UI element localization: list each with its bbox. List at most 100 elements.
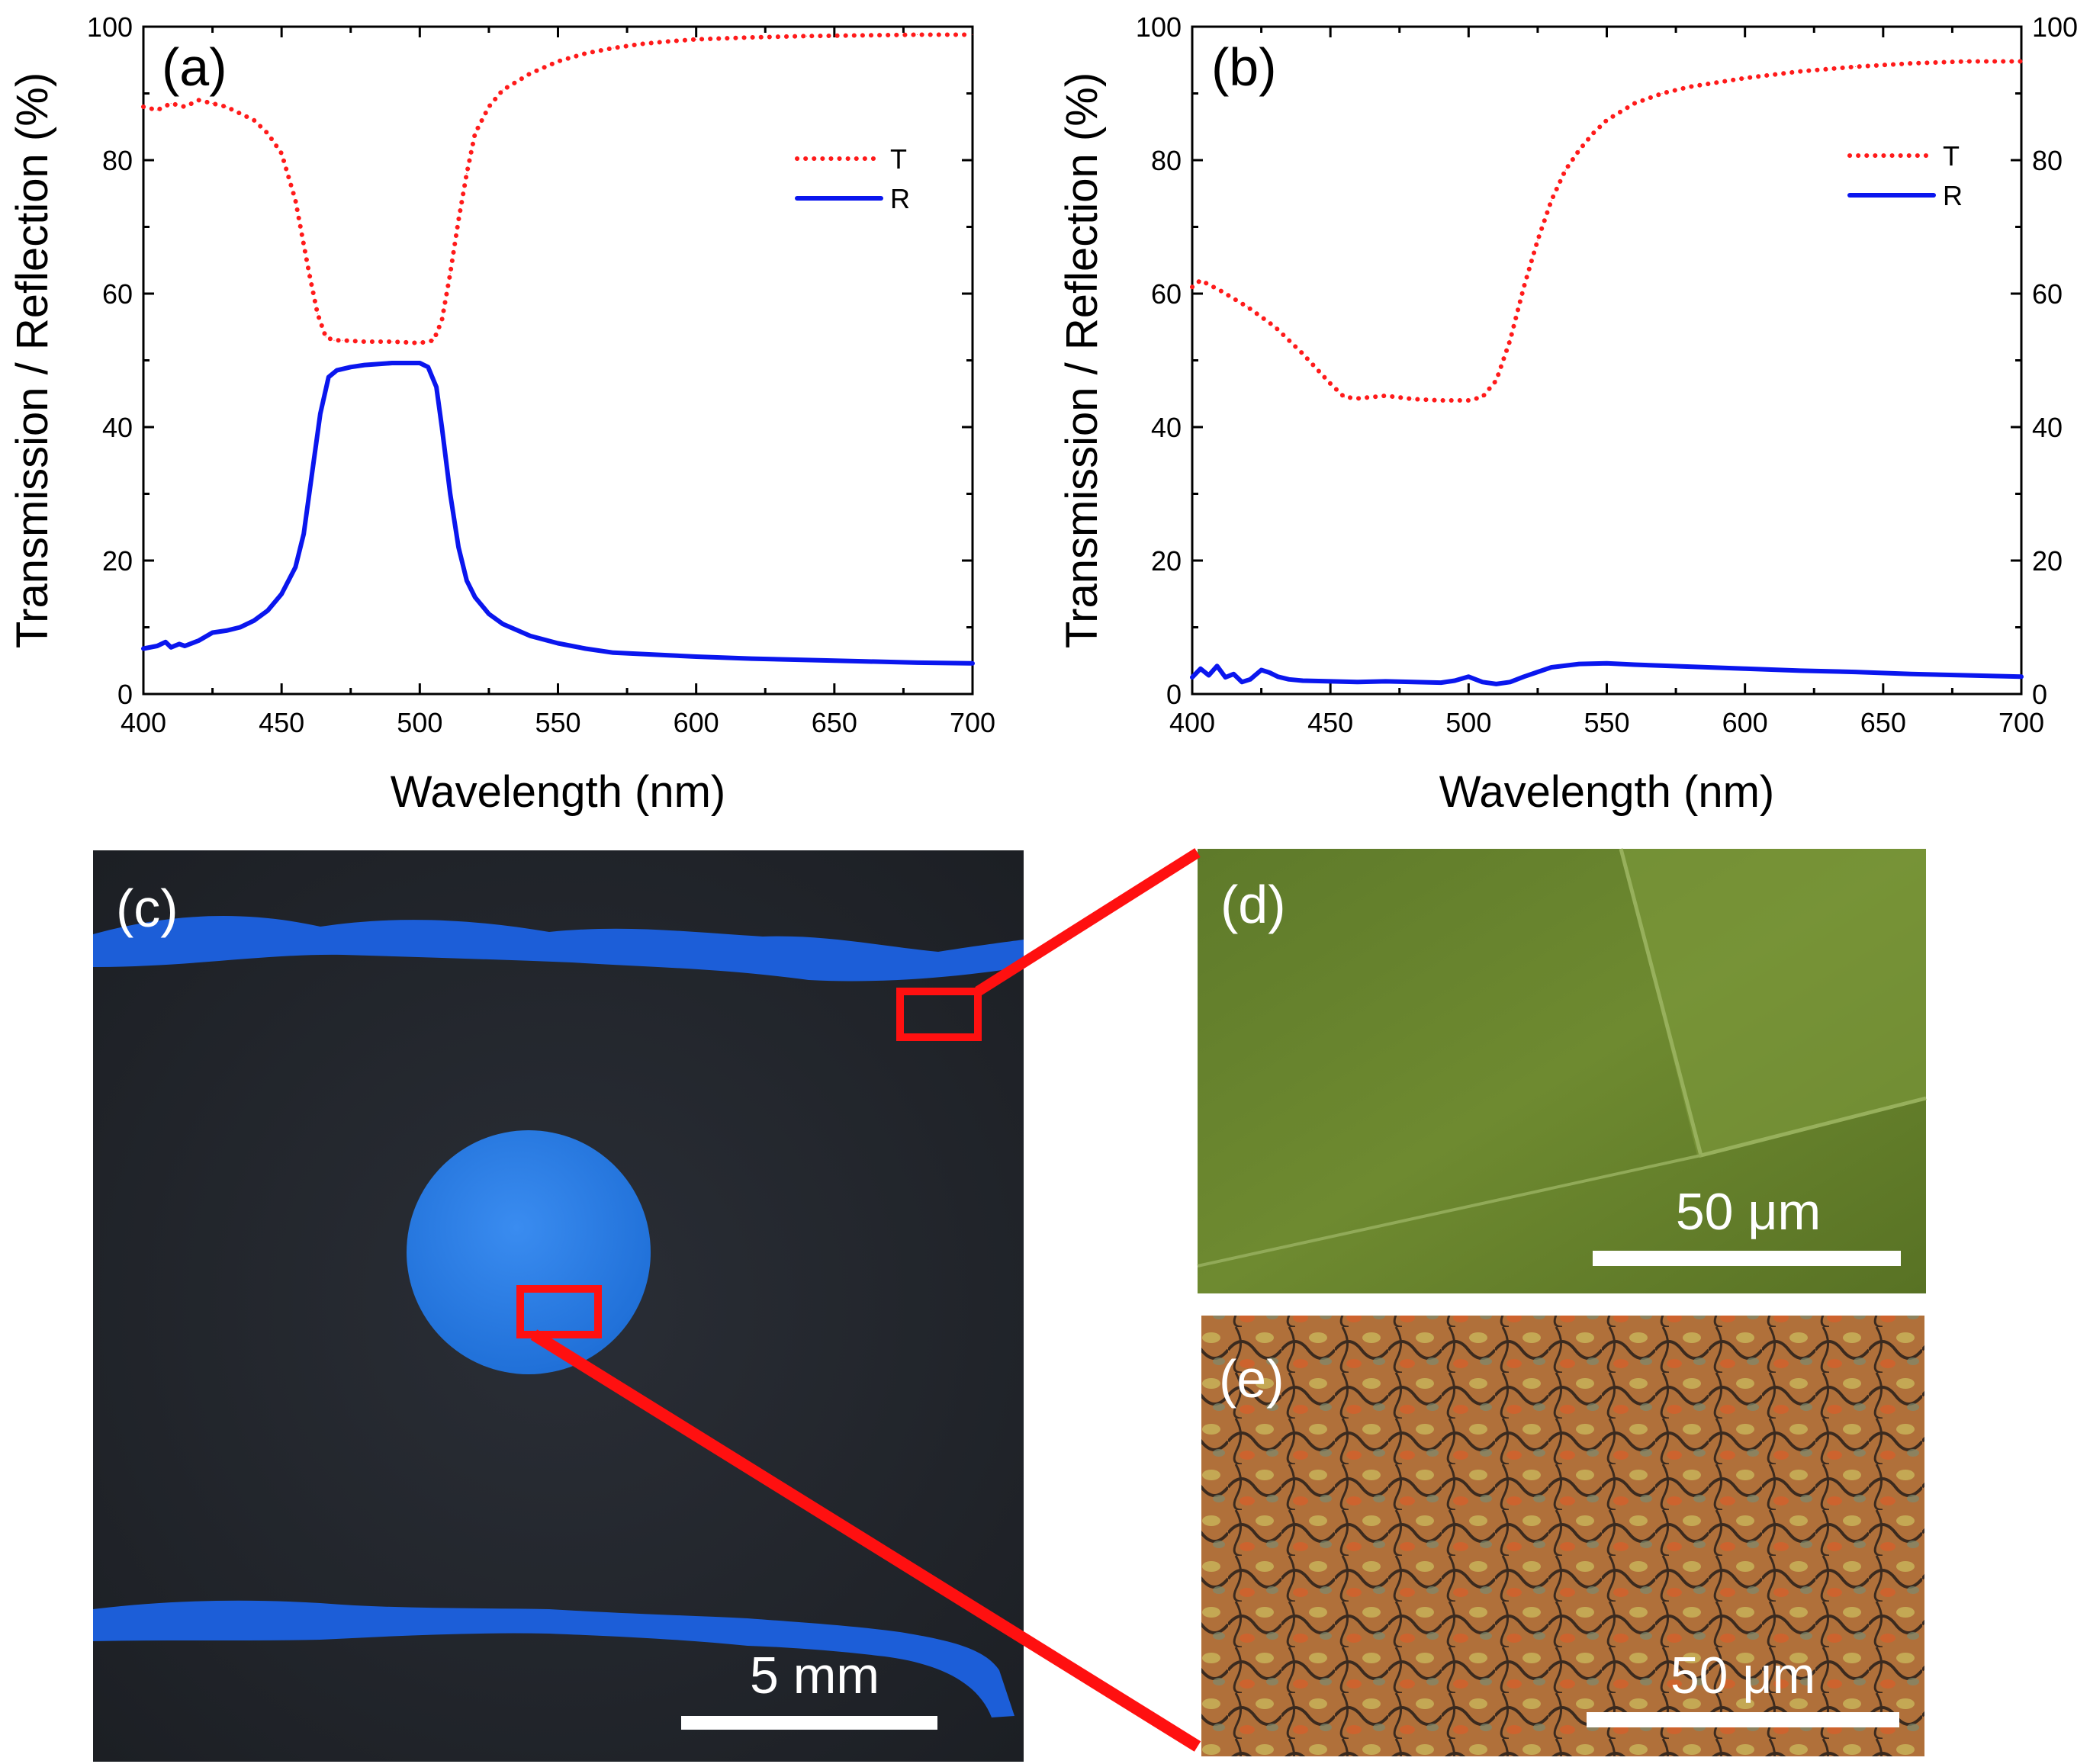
chart-a-xtick-label: 700: [950, 707, 995, 738]
photo-c-bottom-blue-band: [93, 1600, 1014, 1717]
chart-b-point-T: [1661, 93, 1663, 94]
chart-a-point-T: [529, 72, 531, 74]
chart-a-point-T: [294, 200, 296, 201]
chart-a-legend-label-T: T: [890, 143, 907, 175]
chart-b-frame: [1191, 25, 2023, 696]
chart-b-ytick-label-right: 60: [2032, 278, 2063, 310]
photo-e-background: [1201, 1316, 1924, 1756]
zoom-connector-e: [530, 1329, 1201, 1752]
photo-c-highlight-box-top: [896, 988, 982, 1041]
chart-a-series-R: [141, 361, 975, 666]
photo-c-top-blue-band: [93, 916, 1024, 982]
chart-a-point-T: [449, 273, 451, 275]
chart-a-point-T: [917, 34, 918, 35]
chart-b-point-T: [1564, 169, 1566, 171]
chart-b-point-T: [1191, 286, 1193, 288]
chart-b-point-R: [1385, 680, 1387, 682]
chart-b-point-T: [1744, 77, 1746, 79]
chart-a-point-R: [458, 547, 459, 548]
chart-a-point-T: [198, 99, 199, 101]
chart-a-point-R: [391, 362, 393, 364]
chart-a-point-R: [281, 593, 282, 595]
chart-b-ytick-label: 60: [1151, 278, 1182, 310]
chart-a-point-R: [212, 632, 214, 633]
chart-a-point-T: [308, 273, 310, 275]
chart-b-point-T: [1523, 286, 1525, 288]
chart-a-point-R: [488, 613, 490, 615]
chart-a-xtick-label: 550: [535, 707, 580, 738]
chart-a-point-R: [585, 648, 587, 649]
chart-b-ytick-label: 100: [1136, 11, 1182, 43]
chart-b-point-T: [1385, 395, 1387, 397]
chart-b-point-T: [1200, 280, 1201, 281]
chart-a-point-T: [806, 35, 808, 37]
chart-a-frame: [142, 25, 974, 696]
chart-a-point-R: [143, 648, 144, 649]
chart-a-point-R: [474, 596, 476, 598]
chart-b-point-R: [1551, 667, 1552, 668]
chart-b-panel-label: (b): [1211, 37, 1277, 97]
chart-a-point-T: [861, 34, 863, 36]
chart-b-point-R: [1855, 671, 1857, 673]
photo-d-scale-text: 50 μm: [1676, 1183, 1821, 1241]
chart-a-point-T: [751, 37, 752, 38]
chart-a-point-T: [156, 109, 158, 111]
chart-b-point-R: [2021, 676, 2022, 677]
photo-d: 50 μm (d): [1197, 848, 1927, 1293]
chart-b-point-T: [2021, 61, 2022, 62]
chart-b-ytick-label-right: 20: [2032, 545, 2063, 577]
chart-a-point-R: [861, 660, 863, 662]
chart-b-point-R: [1744, 668, 1746, 670]
chart-b-ytick-label: 40: [1151, 412, 1182, 443]
chart-a-xtick-label: 500: [397, 707, 442, 738]
chart-a-point-T: [466, 173, 468, 174]
chart-b-xtick-label: 650: [1860, 707, 1906, 738]
chart-b-xtick-label: 700: [1998, 707, 2044, 738]
chart-b-ytick-label-right: 80: [2032, 145, 2063, 176]
chart-a-point-R: [917, 662, 918, 664]
chart-a-point-T: [226, 106, 227, 108]
chart-b-point-T: [1440, 400, 1442, 401]
chart-b-point-R: [1496, 683, 1497, 685]
chart-a-point-R: [751, 658, 752, 660]
chart-b-point-R: [1537, 671, 1539, 673]
photo-e: 50 μm (e): [1201, 1316, 1924, 1756]
chart-a-series-T: [141, 32, 975, 345]
chart-b-point-R: [1302, 680, 1304, 681]
chart-b-point-R: [1799, 670, 1801, 671]
chart-a-point-T: [613, 47, 614, 49]
chart-b-xtick-label: 450: [1307, 707, 1353, 738]
chart-b-ytick-label-right: 0: [2032, 679, 2047, 710]
chart-a-point-R: [427, 366, 429, 368]
chart-b-point-R: [1200, 668, 1201, 670]
chart-a-panel-label: (a): [162, 37, 227, 97]
chart-a-ytick-label: 100: [87, 11, 133, 43]
chart-b-point-R: [1523, 676, 1525, 677]
chart-b-xtick-label: 600: [1722, 707, 1768, 738]
chart-a-point-T: [667, 40, 669, 42]
chart-b-point-T: [1551, 200, 1552, 201]
chart-b-y-axis-title: Transmission / Reflection (%): [1057, 72, 1107, 648]
chart-b-ytick-label-right: 100: [2032, 11, 2078, 43]
chart-b-point-R: [1191, 676, 1193, 678]
chart-b-legend-label-T: T: [1943, 140, 1960, 172]
chart-a: 400 450 500 550 600 650 700 0 20 40 60 80 100 Wavelen…: [8, 11, 995, 817]
chart-a-point-R: [336, 370, 338, 371]
chart-b-point-R: [1208, 675, 1210, 676]
chart-a-point-R: [253, 620, 255, 622]
chart-b-legend-label-R: R: [1943, 180, 1963, 211]
chart-b-point-T: [1468, 400, 1469, 401]
photo-e-label: (e): [1219, 1349, 1285, 1409]
photo-d-crack-line-lower: [1197, 1154, 1702, 1268]
chart-a-point-T: [170, 103, 172, 104]
photo-d-label: (d): [1220, 875, 1286, 934]
chart-b-xtick-label: 400: [1169, 707, 1215, 738]
photo-c-label: (c): [116, 879, 178, 938]
photo-c: 5 mm (c): [93, 850, 1024, 1762]
photo-d-lighter-region: [1621, 849, 1926, 1155]
chart-a-ytick-label: 0: [117, 679, 133, 710]
photo-c-scale-bar: [681, 1716, 937, 1730]
chart-b-point-R: [1249, 679, 1251, 680]
chart-a-point-R: [226, 630, 227, 631]
